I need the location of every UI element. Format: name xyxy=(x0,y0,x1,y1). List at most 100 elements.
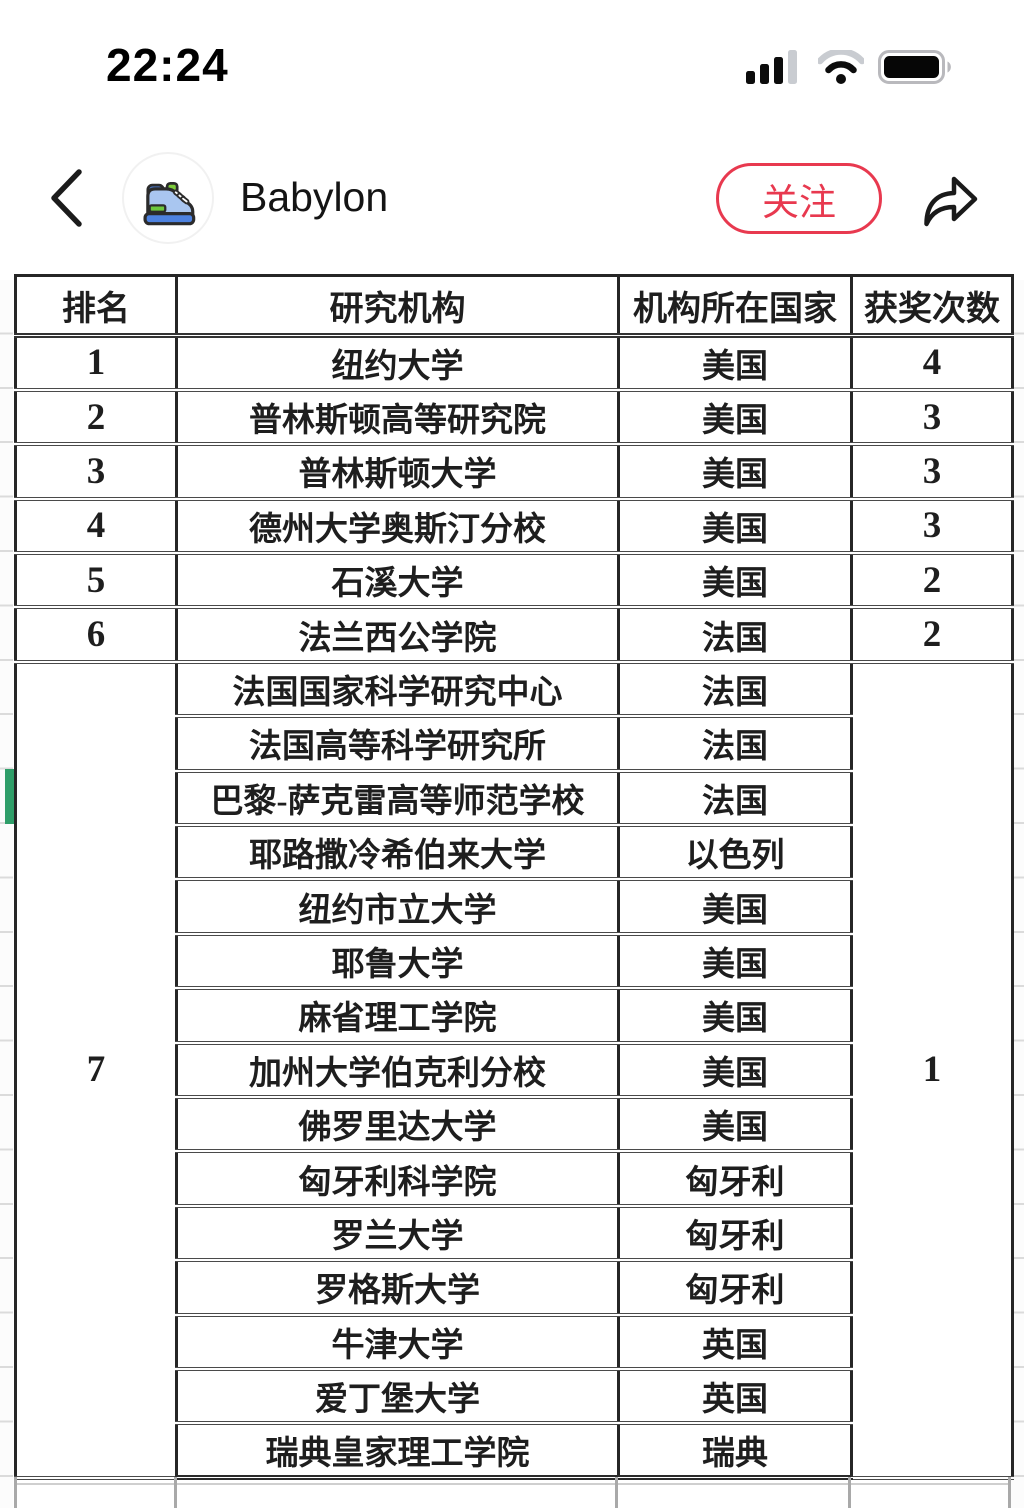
back-button[interactable] xyxy=(46,167,86,231)
country-cell: 法国 xyxy=(617,716,853,773)
country-cell: 美国 xyxy=(617,1096,853,1154)
sheet-gridline xyxy=(615,1477,618,1508)
country-cell: 英国 xyxy=(617,1368,853,1426)
institution-cell: 罗兰大学 xyxy=(175,1205,620,1263)
table-row: 5 石溪大学 美国 2 xyxy=(14,553,1014,610)
table-image[interactable]: 排名 研究机构 机构所在国家 获奖次数 1 纽约大学 美国 4 2 普林斯顿高等研究院 美国 3 3 普… xyxy=(14,274,1014,1481)
sheet-gridline xyxy=(848,1477,851,1508)
selection-indicator xyxy=(5,769,16,824)
table-row: 罗兰大学 匈牙利 xyxy=(16,1205,1013,1263)
status-time: 22:24 xyxy=(106,39,229,91)
country-cell: 法国 xyxy=(617,661,853,719)
country-cell: 美国 xyxy=(617,498,853,556)
institution-cell: 普林斯顿大学 xyxy=(175,444,620,501)
column-header: 机构所在国家 xyxy=(617,274,853,338)
institution-cell: 法国国家科学研究中心 xyxy=(175,661,620,719)
institution-cell: 巴黎-萨克雷高等师范学校 xyxy=(175,770,620,828)
table-row: 耶路撒冷希伯来大学 以色列 xyxy=(16,825,1013,882)
table-header-row: 排名 研究机构 机构所在国家 获奖次数 xyxy=(14,274,1014,338)
table-row: 纽约市立大学 美国 xyxy=(16,879,1013,936)
column-header: 排名 xyxy=(14,274,178,338)
country-cell: 匈牙利 xyxy=(617,1260,853,1317)
institution-cell: 纽约大学 xyxy=(175,335,620,392)
table-row: 罗格斯大学 匈牙利 xyxy=(16,1260,1013,1317)
institution-cell: 耶鲁大学 xyxy=(175,933,620,991)
institution-cell: 石溪大学 xyxy=(175,553,620,610)
count-cell: 1 xyxy=(850,661,1014,1480)
country-cell: 美国 xyxy=(617,389,853,447)
sheet-margin-right xyxy=(1011,280,1024,1508)
table-row: 爱丁堡大学 英国 xyxy=(16,1368,1013,1426)
table-row: 巴黎-萨克雷高等师范学校 法国 xyxy=(16,770,1013,828)
table-row: 加州大学伯克利分校 美国 xyxy=(16,1042,1013,1099)
institution-cell: 牛津大学 xyxy=(175,1314,620,1371)
institution-cell: 法国高等科学研究所 xyxy=(175,716,620,773)
country-cell: 法国 xyxy=(617,770,853,828)
count-cell: 3 xyxy=(850,389,1014,447)
table-row: 麻省理工学院 美国 xyxy=(16,988,1013,1045)
sheet-gridline xyxy=(1008,1477,1011,1508)
country-cell: 美国 xyxy=(617,1042,853,1099)
sheet-gridline xyxy=(174,1477,177,1508)
table-row: 3 普林斯顿大学 美国 3 xyxy=(14,444,1014,501)
table-row: 佛罗里达大学 美国 xyxy=(16,1096,1013,1154)
table-row: 瑞典皇家理工学院 瑞典 xyxy=(16,1423,1013,1481)
column-header: 研究机构 xyxy=(175,274,620,338)
sheet-margin-left xyxy=(0,280,13,1508)
institution-cell: 瑞典皇家理工学院 xyxy=(175,1423,620,1481)
country-cell: 瑞典 xyxy=(617,1423,853,1481)
share-icon xyxy=(924,176,978,227)
table-body: 1 纽约大学 美国 4 2 普林斯顿高等研究院 美国 3 3 普林斯顿大学 美国 3 4 德州大学奥斯汀分… xyxy=(14,335,1014,1481)
count-cell: 2 xyxy=(850,607,1014,664)
country-cell: 匈牙利 xyxy=(617,1205,853,1263)
country-cell: 法国 xyxy=(617,607,853,664)
avatar[interactable] xyxy=(122,152,214,244)
institution-cell: 匈牙利科学院 xyxy=(175,1151,620,1208)
table-row: 匈牙利科学院 匈牙利 xyxy=(16,1151,1013,1208)
table-row: 7 法国国家科学研究中心 法国 1 xyxy=(14,661,1014,1480)
country-cell: 英国 xyxy=(617,1314,853,1371)
institution-cell: 德州大学奥斯汀分校 xyxy=(175,498,620,556)
award-table: 排名 研究机构 机构所在国家 获奖次数 1 纽约大学 美国 4 2 普林斯顿高等研究院 美国 3 3 普… xyxy=(14,274,1014,1481)
institution-cell: 耶路撒冷希伯来大学 xyxy=(175,825,620,882)
country-cell: 美国 xyxy=(617,553,853,610)
table-row: 6 法兰西公学院 法国 2 xyxy=(14,607,1014,664)
institution-cell: 麻省理工学院 xyxy=(175,988,620,1045)
table-row: 4 德州大学奥斯汀分校 美国 3 xyxy=(14,498,1014,556)
sheet-gridline xyxy=(14,1477,17,1508)
rank-cell: 5 xyxy=(14,553,178,610)
wifi-icon xyxy=(818,50,864,84)
rank-cell: 1 xyxy=(14,335,178,392)
rank-cell: 4 xyxy=(14,498,178,556)
institution-cell: 佛罗里达大学 xyxy=(175,1096,620,1154)
table-row: 耶鲁大学 美国 xyxy=(16,933,1013,991)
table-row: 1 纽约大学 美国 4 xyxy=(14,335,1014,392)
institution-cell: 普林斯顿高等研究院 xyxy=(175,389,620,447)
battery-icon xyxy=(878,50,951,84)
country-cell: 以色列 xyxy=(617,825,853,882)
username-text: Babylon xyxy=(240,174,389,220)
institution-cell: 纽约市立大学 xyxy=(175,879,620,936)
country-cell: 美国 xyxy=(617,933,853,991)
table-row: 法国高等科学研究所 法国 xyxy=(16,716,1013,773)
country-cell: 美国 xyxy=(617,879,853,936)
institution-cell: 爱丁堡大学 xyxy=(175,1368,620,1426)
rank-cell: 2 xyxy=(14,389,178,447)
column-header: 获奖次数 xyxy=(850,274,1014,338)
country-cell: 匈牙利 xyxy=(617,1151,853,1208)
chevron-left-icon xyxy=(51,169,82,227)
follow-button[interactable]: 关注 xyxy=(716,163,882,234)
rank-cell: 3 xyxy=(14,444,178,501)
table-row: 2 普林斯顿高等研究院 美国 3 xyxy=(14,389,1014,447)
sneaker-icon xyxy=(143,181,196,226)
country-cell: 美国 xyxy=(617,444,853,501)
sheet-gridline xyxy=(14,1483,1011,1485)
count-cell: 4 xyxy=(850,335,1014,392)
country-cell: 美国 xyxy=(617,988,853,1045)
institution-cell: 法兰西公学院 xyxy=(175,607,620,664)
count-cell: 3 xyxy=(850,498,1014,556)
table-row: 牛津大学 英国 xyxy=(16,1314,1013,1371)
share-button[interactable] xyxy=(916,166,980,228)
institution-cell: 罗格斯大学 xyxy=(175,1260,620,1317)
rank-cell: 6 xyxy=(14,607,178,664)
